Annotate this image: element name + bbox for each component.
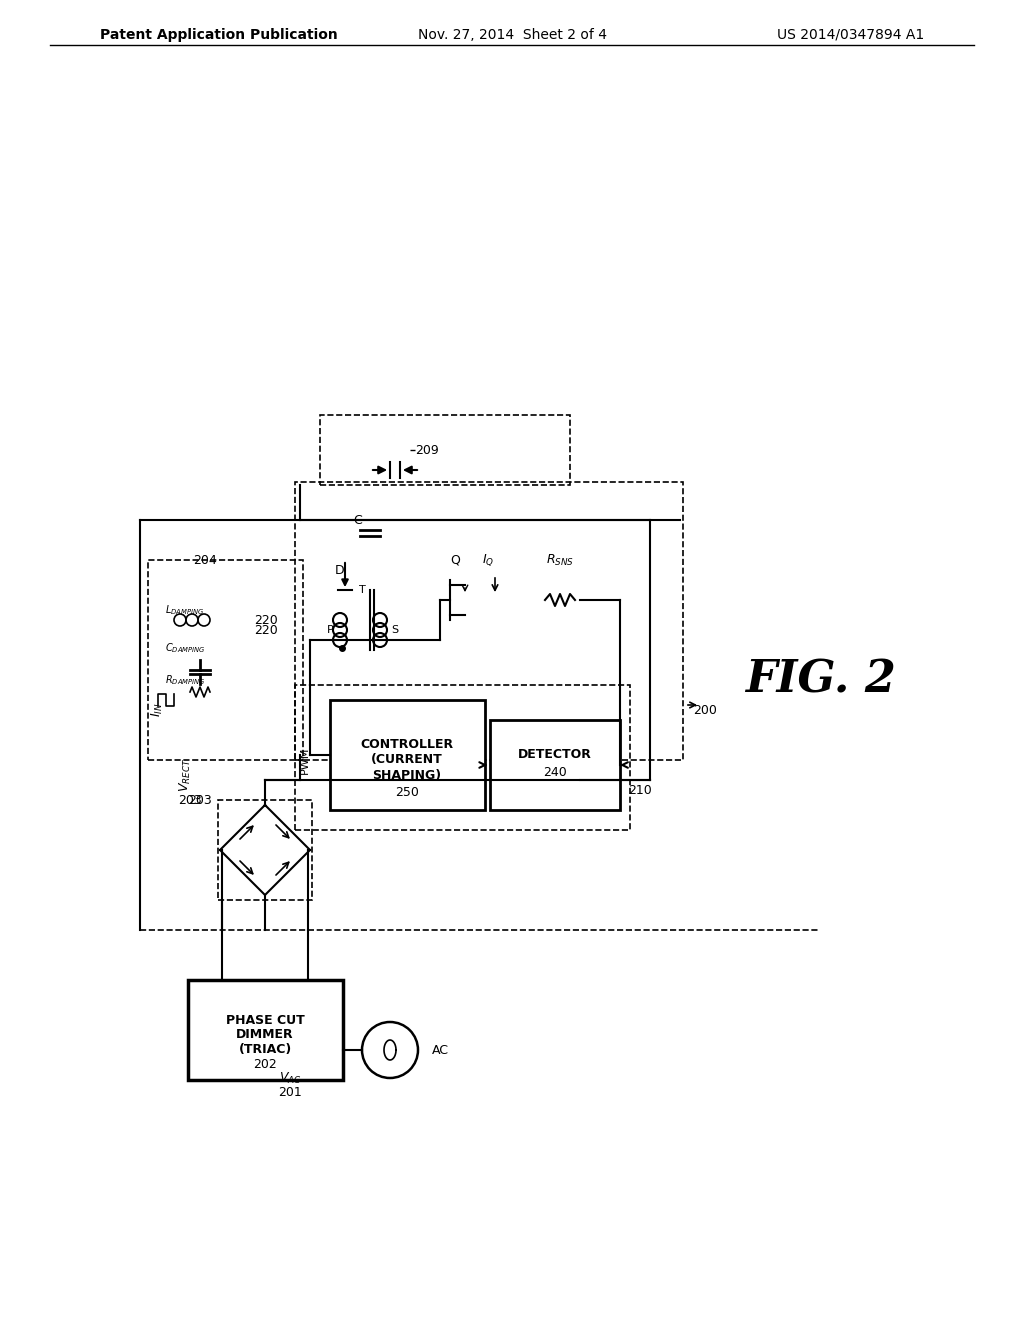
Text: $I_Q$: $I_Q$: [482, 552, 495, 568]
Text: AC: AC: [432, 1044, 449, 1056]
Bar: [295, 482, 683, 760]
Text: US 2014/0347894 A1: US 2014/0347894 A1: [777, 28, 924, 42]
Text: 204: 204: [194, 553, 217, 566]
Bar: [148, 560, 303, 760]
Bar: [295, 685, 630, 830]
Text: $R_{DAMPING}$: $R_{DAMPING}$: [165, 673, 206, 686]
Text: Nov. 27, 2014  Sheet 2 of 4: Nov. 27, 2014 Sheet 2 of 4: [418, 28, 606, 42]
Text: T: T: [358, 585, 366, 595]
Text: PWM: PWM: [300, 746, 310, 774]
Text: P: P: [327, 624, 334, 635]
Text: (CURRENT: (CURRENT: [371, 754, 442, 767]
Text: DETECTOR: DETECTOR: [518, 748, 592, 762]
Text: Patent Application Publication: Patent Application Publication: [100, 28, 338, 42]
Text: 203: 203: [188, 793, 212, 807]
Text: 200: 200: [693, 704, 717, 717]
Text: Q: Q: [451, 553, 460, 566]
Text: 220: 220: [254, 623, 278, 636]
Bar: [188, 979, 343, 1080]
Text: 209: 209: [415, 444, 438, 457]
Text: 250: 250: [395, 785, 419, 799]
Text: $R_{SNS}$: $R_{SNS}$: [546, 553, 574, 568]
Text: S: S: [391, 624, 398, 635]
Text: 210: 210: [628, 784, 652, 796]
Bar: [490, 719, 620, 810]
Text: FIG. 2: FIG. 2: [744, 659, 895, 701]
Text: SHAPING): SHAPING): [373, 768, 441, 781]
Text: (TRIAC): (TRIAC): [239, 1044, 292, 1056]
Text: DIMMER: DIMMER: [237, 1028, 294, 1041]
Bar: [330, 700, 485, 810]
Text: $V_{RECT}$: $V_{RECT}$: [177, 758, 193, 792]
Text: 201: 201: [279, 1085, 302, 1098]
Text: $V_{AC}$: $V_{AC}$: [279, 1071, 301, 1085]
Text: C: C: [353, 513, 362, 527]
Text: CONTROLLER: CONTROLLER: [360, 738, 454, 751]
Text: 203: 203: [178, 793, 202, 807]
Bar: [319, 414, 570, 484]
Text: 240: 240: [543, 766, 567, 779]
Text: $I_{IN}$: $I_{IN}$: [150, 702, 165, 717]
Text: $C_{DAMPING}$: $C_{DAMPING}$: [165, 642, 206, 655]
Bar: [218, 800, 312, 900]
Text: 202: 202: [253, 1059, 276, 1072]
Text: D: D: [335, 564, 345, 577]
Text: $L_{DAMPING}$: $L_{DAMPING}$: [165, 603, 205, 616]
Text: 220: 220: [254, 614, 278, 627]
Text: PHASE CUT: PHASE CUT: [225, 1014, 304, 1027]
